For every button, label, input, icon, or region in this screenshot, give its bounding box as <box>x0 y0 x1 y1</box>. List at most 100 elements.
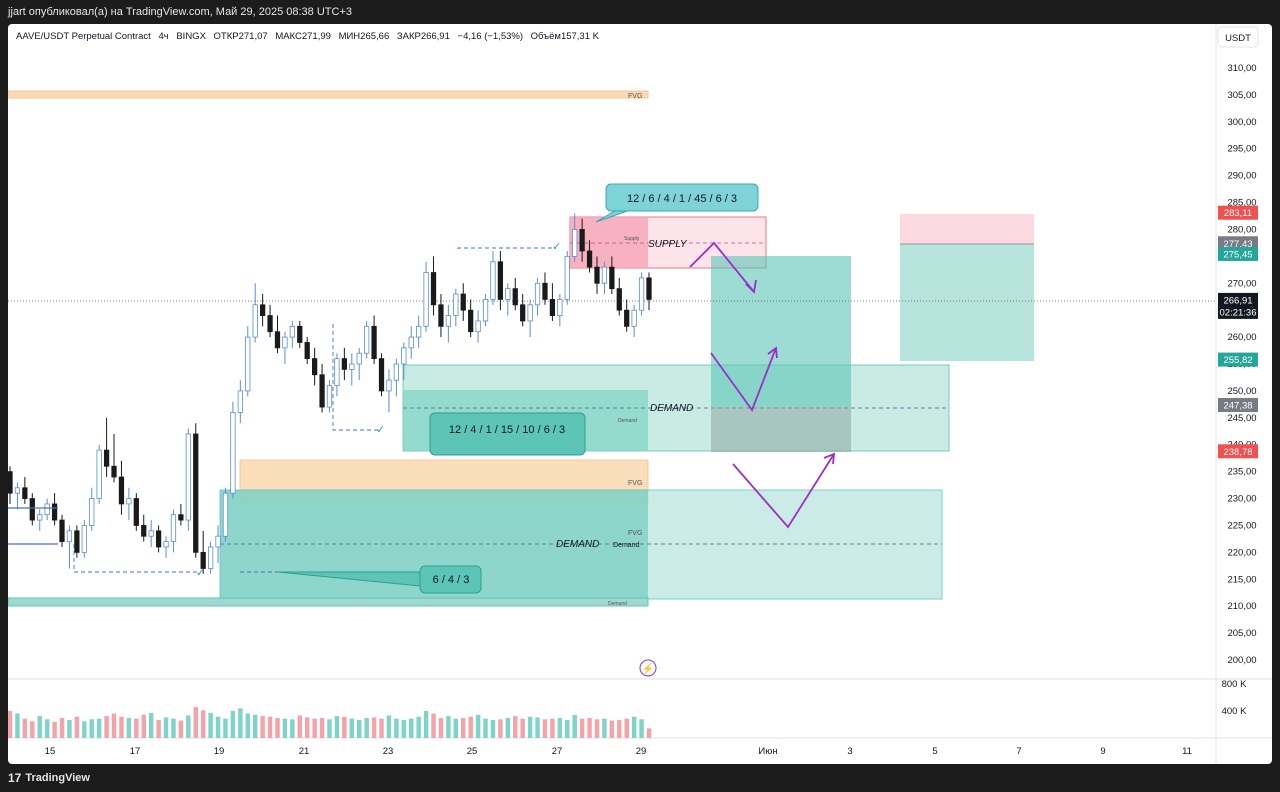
candle <box>542 272 548 305</box>
x-tick-label: 19 <box>214 746 225 757</box>
candle <box>349 353 355 386</box>
arrow-lower-path <box>732 453 835 529</box>
candle-body <box>29 498 35 521</box>
candle-body <box>579 229 585 252</box>
arrow-supply-path <box>689 241 755 293</box>
candle <box>534 277 541 316</box>
y-tick-label: 225,00 <box>1227 520 1256 531</box>
y-tick-label: 290,00 <box>1227 171 1256 182</box>
price-tag-teal: 255,82 <box>1218 352 1258 367</box>
price-tag-value: 238,78 <box>1223 447 1252 458</box>
price-tag-countdown: 02:21:36 <box>1220 307 1257 318</box>
candle <box>126 487 132 521</box>
volume-bar <box>423 710 429 738</box>
candle-body <box>334 358 340 386</box>
candle <box>505 283 511 316</box>
candle-body <box>646 277 652 300</box>
volume-bar <box>104 716 109 738</box>
candle <box>482 294 489 327</box>
chart-canvas[interactable]: AAVE/USDT Perpetual Contract 4ч BINGX ОТ… <box>8 24 1272 764</box>
flash-icon[interactable]: ⚡ <box>639 659 657 677</box>
volume-bar <box>178 720 184 738</box>
candle-body <box>118 476 125 505</box>
candle-body <box>230 412 236 494</box>
volume-bar <box>579 718 585 738</box>
candle-body <box>482 299 489 322</box>
volume-bar <box>356 719 362 738</box>
volume-bar <box>134 718 139 738</box>
demand-label-small-upper: Demand <box>618 418 637 424</box>
volume-bar <box>349 718 355 738</box>
callout-top[interactable]: 12 / 6 / 4 / 1 / 45 / 6 / 3 <box>595 183 759 223</box>
volume-bar <box>364 718 369 738</box>
volume-bar <box>550 718 555 738</box>
volume-bar <box>468 716 473 738</box>
candle <box>445 304 452 343</box>
projection-arrows <box>689 241 836 529</box>
callout-bottom[interactable]: 6 / 4 / 3 <box>277 565 482 594</box>
candle-body <box>96 449 102 499</box>
candle <box>341 347 347 381</box>
check-icon: ✓ <box>196 567 205 579</box>
candle <box>564 250 570 305</box>
candle <box>490 250 496 305</box>
candle-body <box>638 277 645 311</box>
volume-bar <box>438 718 444 738</box>
volume-bar <box>37 716 42 738</box>
candle <box>297 320 303 348</box>
candle <box>453 288 459 327</box>
zones-layer: FVG SUPPLY Supply DEMAND Demand FVG DEMA… <box>8 90 1034 607</box>
price-tag-gray: 277,43 <box>1218 236 1258 251</box>
volume-bar <box>379 718 384 738</box>
price-tag-bg <box>1218 352 1258 367</box>
legend-line: AAVE/USDT Perpetual Contract 4ч BINGX ОТ… <box>16 31 600 42</box>
candle-body <box>245 336 251 392</box>
tradingview-logo[interactable]: 17 TradingView <box>8 771 90 785</box>
volume-bar <box>22 718 28 738</box>
candle <box>178 503 184 526</box>
candle-body <box>304 342 310 360</box>
volume-bar <box>453 718 459 738</box>
candle-body <box>141 525 147 537</box>
callout-mid-label: 12 / 4 / 1 / 15 / 10 / 6 / 3 <box>449 424 565 436</box>
candle <box>259 294 266 327</box>
candle <box>118 460 125 515</box>
candle-body <box>423 272 429 327</box>
volume-bar <box>594 719 600 738</box>
candle <box>312 347 318 386</box>
y-tick-label: 215,00 <box>1227 574 1256 585</box>
volume-bar <box>609 720 615 738</box>
candle <box>141 514 147 542</box>
x-tick-label: 27 <box>552 746 563 757</box>
volume-bar <box>267 716 273 738</box>
volume-axis-label: 800 K <box>1222 679 1247 690</box>
volume-bar <box>8 710 13 738</box>
candle-body <box>252 304 258 338</box>
candle <box>430 256 437 316</box>
candle-body <box>44 503 50 516</box>
x-tick-label: 21 <box>299 746 310 757</box>
x-tick-label: 29 <box>636 746 647 757</box>
candle <box>237 380 243 424</box>
candle-body <box>185 433 191 521</box>
candle <box>282 331 288 364</box>
y-tick-label: 220,00 <box>1227 547 1256 558</box>
volume-bar <box>238 708 243 738</box>
candle <box>549 283 556 321</box>
price-tag-gray: 247,38 <box>1218 398 1258 413</box>
price-tag-bg <box>1218 205 1258 220</box>
currency-button[interactable]: USDT <box>1217 26 1259 48</box>
candle <box>609 256 615 295</box>
callout-mid[interactable]: 12 / 4 / 1 / 15 / 10 / 6 / 3 <box>429 412 586 456</box>
volume-bar <box>252 714 258 738</box>
candle-body <box>512 288 518 306</box>
y-tick-label: 230,00 <box>1227 494 1256 505</box>
candle-body <box>527 304 533 322</box>
candle <box>594 256 600 295</box>
candle-body <box>609 266 615 290</box>
chart-frame: AAVE/USDT Perpetual Contract 4ч BINGX ОТ… <box>8 24 1272 764</box>
candle <box>81 520 87 558</box>
y-tick-label: 205,00 <box>1227 628 1256 639</box>
long-position-profit <box>711 256 851 407</box>
volume-bar <box>245 713 250 738</box>
